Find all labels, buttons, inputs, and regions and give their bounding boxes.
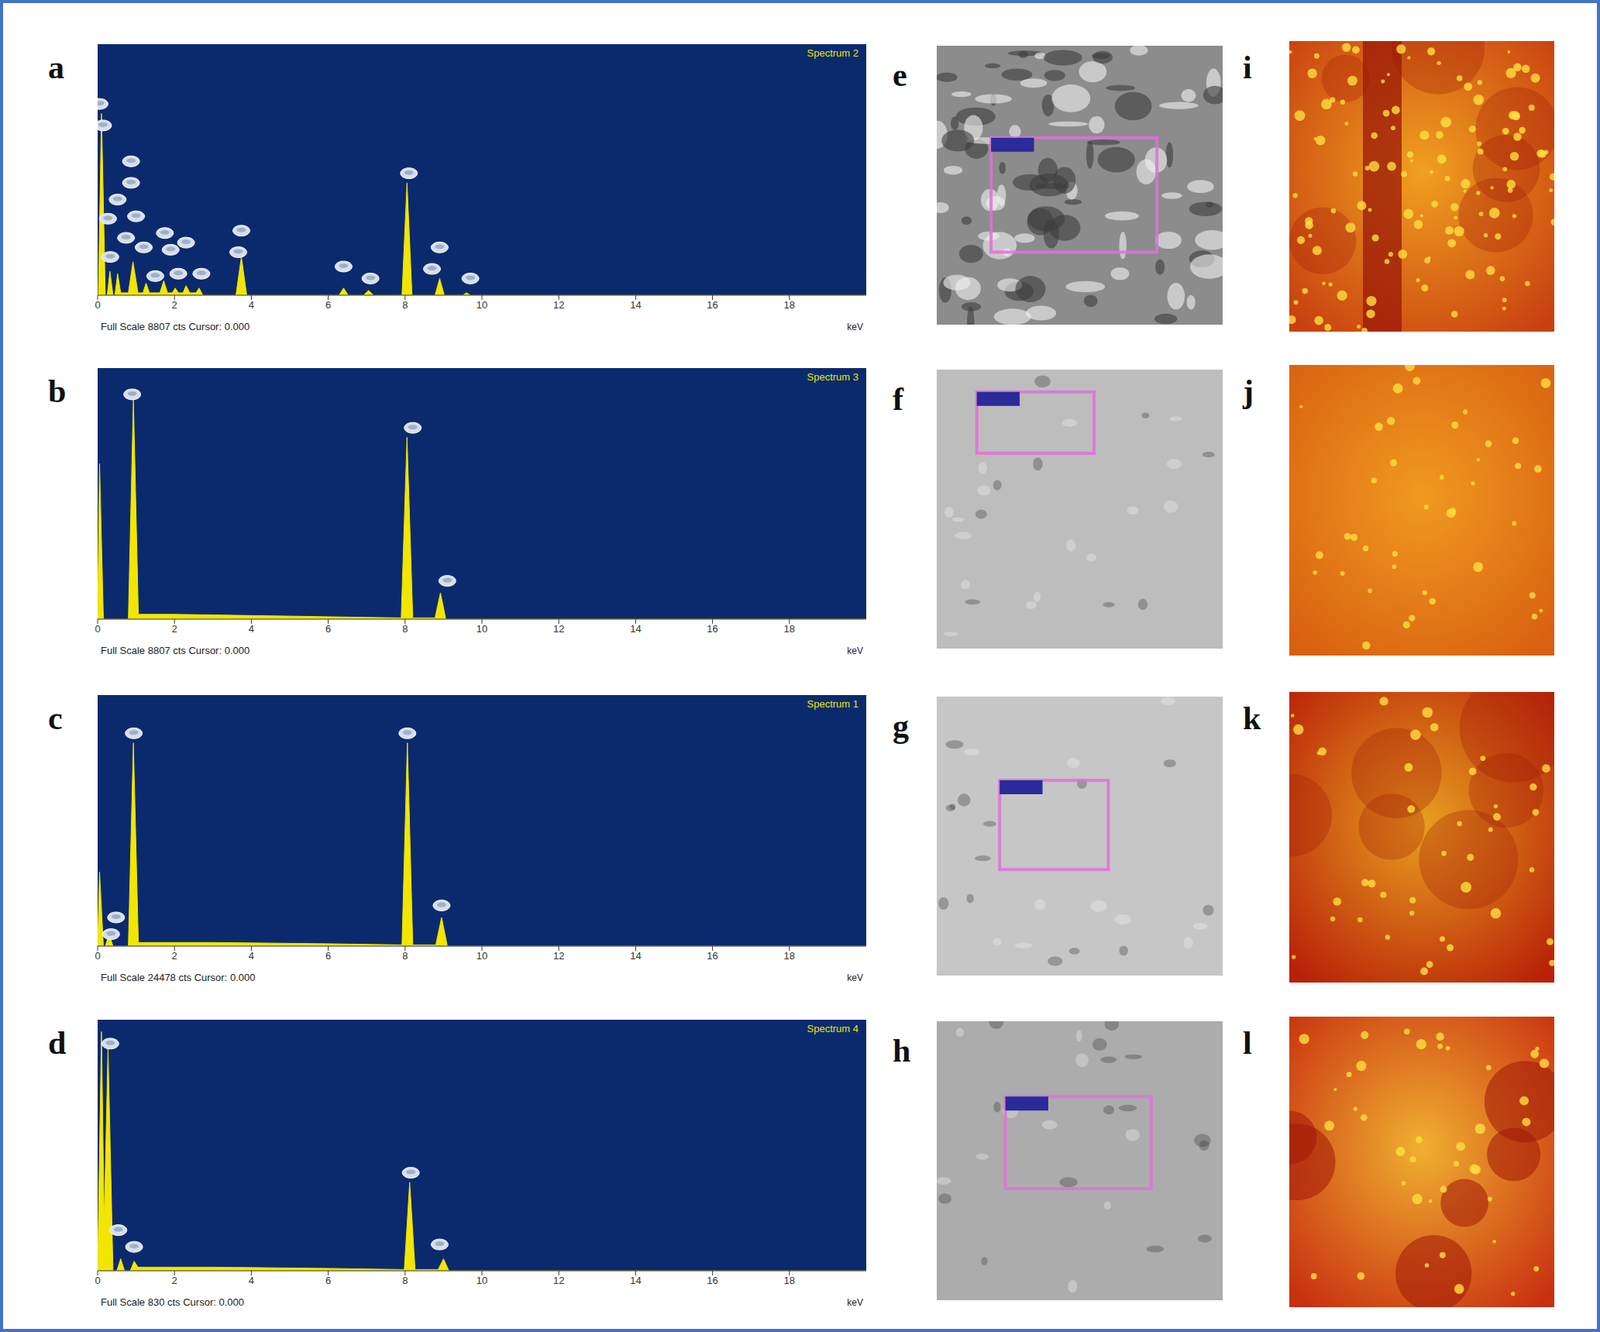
html-text:keV: keV <box>847 645 864 657</box>
svg-text:0: 0 <box>94 949 100 962</box>
html-text:i: i <box>1242 49 1252 86</box>
svg-text:4: 4 <box>248 949 255 962</box>
html-text:c: c <box>48 700 63 737</box>
html-text:a: a <box>48 49 65 86</box>
svg-text:2: 2 <box>172 1274 178 1287</box>
svg-text:4: 4 <box>248 622 255 635</box>
svg-text:10: 10 <box>476 1274 488 1287</box>
html-text:Full Scale 8807 cts Cursor: 0.: Full Scale 8807 cts Cursor: 0.000 <box>100 320 250 333</box>
svg-text:18: 18 <box>784 299 795 311</box>
svg-text:6: 6 <box>325 1274 331 1287</box>
svg-text:8: 8 <box>402 299 408 311</box>
html-text:l: l <box>1242 1025 1252 1061</box>
svg-text:6: 6 <box>325 622 331 635</box>
svg-text:12: 12 <box>553 949 565 962</box>
svg-text:10: 10 <box>476 622 488 635</box>
svg-text:14: 14 <box>629 299 641 311</box>
svg-text:14: 14 <box>629 622 641 635</box>
svg-text:2: 2 <box>172 622 178 635</box>
svg-text:12: 12 <box>553 1274 565 1287</box>
svg-text:8: 8 <box>402 622 408 635</box>
svg-text:14: 14 <box>629 949 641 962</box>
html-text:keV: keV <box>847 321 864 333</box>
html-text:Spectrum 2: Spectrum 2 <box>806 47 859 59</box>
html-text:f: f <box>892 381 904 417</box>
svg-text:12: 12 <box>553 299 565 311</box>
svg-text:8: 8 <box>402 1274 408 1287</box>
html-text:Full Scale 8807 cts Cursor: 0.: Full Scale 8807 cts Cursor: 0.000 <box>100 644 250 657</box>
svg-text:0: 0 <box>94 299 100 311</box>
html-text:b: b <box>48 373 67 410</box>
html-text:d: d <box>48 1025 67 1061</box>
svg-text:18: 18 <box>784 949 795 962</box>
html-text:Spectrum 4: Spectrum 4 <box>806 1022 859 1035</box>
html-text:k: k <box>1242 700 1261 737</box>
svg-text:4: 4 <box>248 1274 255 1287</box>
html-text:h: h <box>892 1032 911 1069</box>
svg-text:16: 16 <box>706 1274 718 1287</box>
svg-text:8: 8 <box>402 949 408 962</box>
html-text:Full Scale 24478 cts Cursor: 0: Full Scale 24478 cts Cursor: 0.000 <box>100 971 256 984</box>
html-text:keV: keV <box>847 1297 864 1308</box>
svg-text:16: 16 <box>706 622 718 635</box>
svg-text:2: 2 <box>172 949 178 962</box>
svg-text:0: 0 <box>94 1274 100 1287</box>
svg-text:6: 6 <box>325 299 331 311</box>
svg-text:6: 6 <box>325 949 331 962</box>
svg-text:18: 18 <box>784 622 795 635</box>
html-text:keV: keV <box>847 972 864 984</box>
html-text:j: j <box>1242 373 1254 410</box>
svg-text:4: 4 <box>248 299 255 311</box>
html-text:Full Scale 830 cts Cursor: 0.0: Full Scale 830 cts Cursor: 0.000 <box>100 1296 245 1308</box>
svg-text:18: 18 <box>784 1274 795 1287</box>
svg-text:14: 14 <box>629 1274 641 1287</box>
svg-text:0: 0 <box>94 622 100 635</box>
svg-text:10: 10 <box>476 299 488 311</box>
svg-text:12: 12 <box>553 622 565 635</box>
html-text:Spectrum 1: Spectrum 1 <box>806 698 859 710</box>
svg-text:16: 16 <box>706 949 718 962</box>
html-text:e: e <box>892 57 908 93</box>
html-text:Spectrum 3: Spectrum 3 <box>806 371 859 383</box>
svg-text:16: 16 <box>706 299 718 311</box>
svg-text:2: 2 <box>172 299 178 311</box>
html-text:g: g <box>892 708 909 744</box>
svg-text:10: 10 <box>476 949 488 962</box>
